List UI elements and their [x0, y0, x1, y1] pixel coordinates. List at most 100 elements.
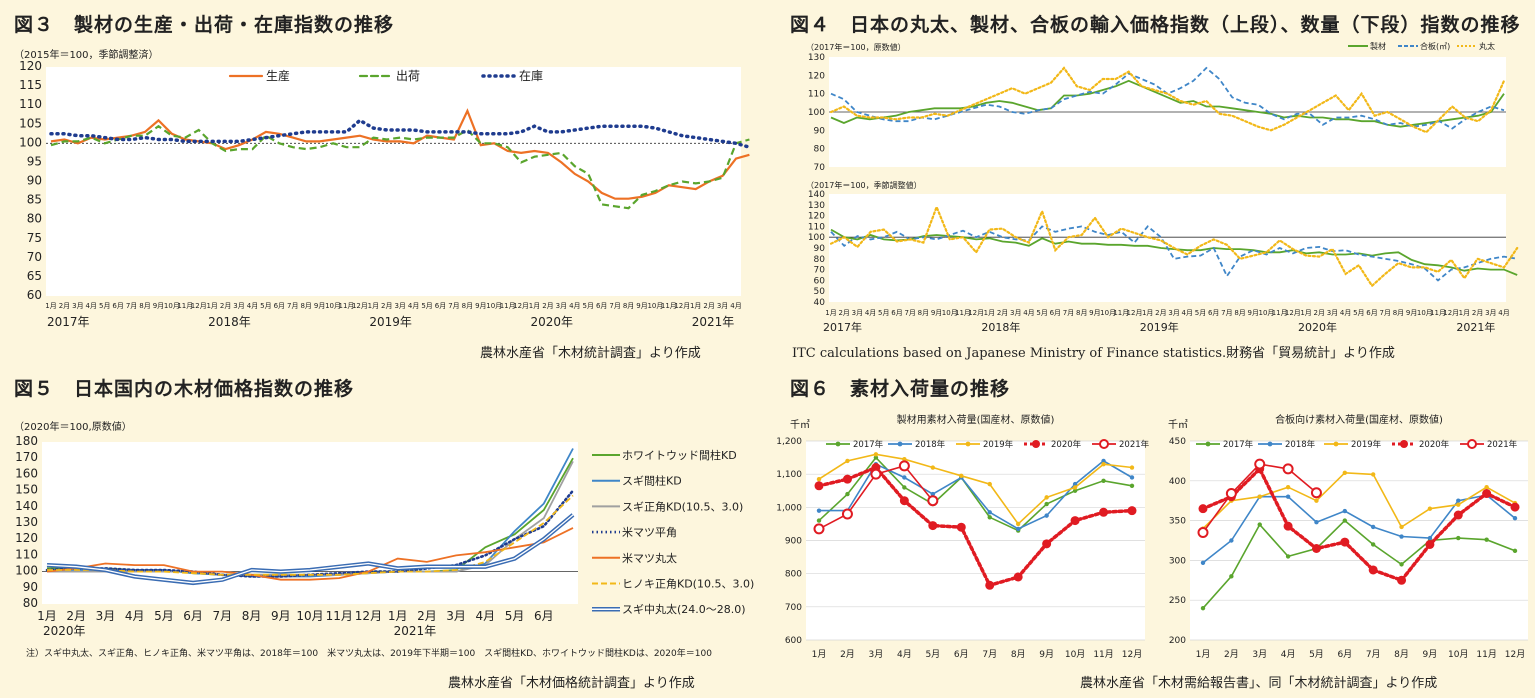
f6-right-legend-2020年-label: 2020年	[1419, 439, 1450, 450]
f5-ytick-label: 140	[15, 499, 38, 513]
f6-left-xtick-label: 3月	[869, 649, 884, 660]
f3-xtick-label: 7月	[609, 302, 620, 310]
f5-xtick-label: 5月	[505, 609, 525, 623]
figure6-title: 図６ 素材入荷量の推移	[790, 378, 1011, 400]
f4-top-ytick-label: 70	[814, 163, 826, 173]
f3-ytick-label: 115	[19, 78, 42, 92]
f3-xtick-label: 1月	[529, 302, 540, 310]
f6-left-legend-2019年-marker	[965, 441, 971, 447]
f5-series-米マツ丸太-line	[46, 527, 574, 581]
f5-xtick-label: 9月	[271, 609, 291, 623]
f6-left-series-2017年-point	[902, 485, 907, 490]
f6-left-legend-2017年-label: 2017年	[853, 439, 884, 450]
f6-right-series-2018年-point	[1427, 535, 1433, 541]
f5-legend-ヒノキ正角KD(10.5、3.0)-label: ヒノキ正角KD(10.5、3.0)	[622, 578, 754, 591]
f6-left-series-2019年-point	[1072, 485, 1078, 490]
f6-right-series-2020年-point	[1340, 537, 1350, 547]
f3-xtick-label: 1月	[368, 302, 379, 310]
figure6-source: 農林水産省「木材需給報告書」、同「木材統計調査」より作成	[1080, 676, 1438, 691]
f4-bottom-ytick-label: 90	[814, 244, 826, 254]
f6-right-xtick-label: 12月	[1505, 649, 1525, 660]
f6-right-series-2019年-line	[1202, 471, 1516, 530]
f6-right-series-2019年-point	[1370, 472, 1376, 477]
f4-bottom-ytick-label: 120	[808, 212, 825, 222]
figure6-left-unit: 千㎥	[790, 420, 810, 431]
f6-left-series-2018年-point	[816, 508, 822, 513]
f3-xtick-label: 5月	[421, 302, 432, 310]
f4-xtick-label: 9月	[1089, 309, 1100, 317]
f6-right-series-2018年-point	[1399, 534, 1404, 539]
figure4-title: 図４ 日本の丸太、製材、合板の輸入価格指数（上段）、数量（下段）指数の推移	[790, 14, 1521, 36]
f6-right-ytick-label: 450	[1169, 437, 1186, 447]
f3-xtick-label: 11月	[177, 302, 193, 310]
f3-xtick-label: 12月	[674, 302, 690, 310]
f6-right-legend-2019年-label: 2019年	[1351, 439, 1382, 450]
f4-top-ytick-label: 80	[814, 145, 826, 155]
f4-xtick-label: 1月	[1300, 309, 1311, 317]
f5-xtick-label: 4月	[476, 609, 496, 623]
f6-right-series-2020年-point	[1311, 543, 1321, 553]
f6-right-subtitle: 合板向け素材入荷量(国産材、原数値)	[1275, 413, 1443, 426]
f3-xtick-label: 5月	[583, 302, 594, 310]
f4-xtick-label: 11月	[1113, 309, 1129, 317]
f5-ytick-label: 180	[15, 434, 38, 448]
f6-left-series-2018年-point	[1072, 481, 1078, 487]
f6-right-series-2019年-point	[1285, 484, 1291, 490]
f6-left-xtick-label: 12月	[1122, 649, 1142, 660]
f6-left-series-2020年-point	[1127, 506, 1137, 516]
f5-xtick-label: 5月	[154, 609, 174, 623]
f6-left-series-2019年-point	[845, 458, 850, 464]
f4-xtick-label: 1月	[825, 309, 836, 317]
f6-left-series-2020年-point	[1099, 507, 1109, 517]
f3-xtick-label: 9月	[636, 302, 647, 310]
f4-top-ytick-label: 90	[814, 126, 826, 136]
f6-left-series-2021年-point	[870, 468, 882, 480]
f3-legend-生産-label: 生産	[266, 68, 290, 83]
f3-xtick-label: 7月	[448, 302, 459, 310]
f5-xtick-label: 2月	[66, 609, 86, 623]
f6-left-ytick-label: 900	[785, 537, 802, 547]
f6-right-series-2017年-point	[1484, 537, 1489, 542]
f4-legend-丸太-label: 丸太	[1479, 41, 1495, 51]
f4-legend-合板(㎥)-label: 合板(㎥)	[1420, 41, 1450, 51]
f6-right-series-2020年-line	[1201, 465, 1517, 583]
f3-ytick-label: 65	[27, 269, 42, 283]
f6-left-xtick-label: 6月	[954, 649, 969, 660]
f4-xtick-label: 12月	[968, 309, 984, 317]
f6-right-legend-2017年-marker	[1205, 441, 1211, 447]
f4-xtick-label: 6月	[1050, 309, 1061, 317]
f4-xtick-label: 5月	[1353, 309, 1364, 317]
f6-right-series-2017年-point	[1257, 522, 1262, 527]
f6-left-xtick-label: 9月	[1039, 649, 1054, 660]
f5-chart: 80 90 100 110 120 130 140 150 160 170 180 1月 2月 3月 4月 5…	[15, 434, 754, 638]
f4-xtick-label: 2月	[1314, 309, 1325, 317]
f4-xtick-label: 4月	[865, 309, 876, 317]
f4-xtick-label: 6月	[1366, 309, 1377, 317]
f6-right-series-2018年-point	[1456, 498, 1461, 503]
f4-xtick-label: 8月	[918, 309, 929, 317]
f3-xtick-label: 2月	[381, 302, 392, 310]
f6-left-subtitle: 製材用素材入荷量(国産材、原数値)	[897, 413, 1055, 426]
f4-bottom-series-合板(㎥)-line	[830, 225, 1518, 282]
f5-xtick-label: 10月	[296, 609, 323, 623]
f4-xtick-label: 3月	[852, 309, 863, 317]
f6-left-legend-2021年-marker	[1099, 439, 1109, 449]
figure5-source: 農林水産省「木材価格統計調査」より作成	[448, 676, 695, 691]
f6-left-legend-2018年-marker	[897, 441, 903, 447]
f6-right-ytick-label: 400	[1169, 477, 1186, 487]
f4-xtick-label: 7月	[1380, 309, 1391, 317]
f6-right-series-2017年-point	[1456, 535, 1461, 541]
f6-right-xtick-label: 6月	[1337, 649, 1352, 660]
f3-xtick-label: 12月	[352, 302, 368, 310]
f6-left-series-2020年-point	[814, 481, 824, 491]
f6-left-series-2018年-point	[930, 491, 936, 497]
f6-right-xtick-label: 11月	[1476, 649, 1496, 660]
f4-xtick-label: 2月	[997, 309, 1008, 317]
f3-xtick-label: 12月	[513, 302, 529, 310]
f6-right-xtick-label: 5月	[1309, 649, 1324, 660]
f6-left-series-2021年-point	[813, 523, 825, 535]
f6-right-xtick-label: 8月	[1394, 649, 1409, 660]
f6-left-series-2019年-point	[873, 452, 879, 457]
f4-xtick-label: 7月	[1063, 309, 1074, 317]
